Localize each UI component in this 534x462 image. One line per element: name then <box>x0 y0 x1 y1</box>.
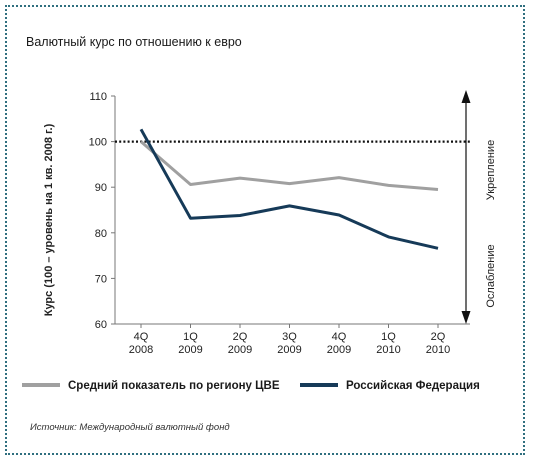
y-tick-label: 70 <box>95 273 107 285</box>
legend-label-0: Средний показатель по региону ЦВЕ <box>68 380 280 392</box>
x-tick-label: 4Q 2008 <box>129 331 153 356</box>
x-tick-label: 4Q 2009 <box>327 331 351 356</box>
y-tick-label: 80 <box>95 228 107 240</box>
legend-label-1: Российская Федерация <box>346 380 480 392</box>
series-line-1 <box>139 128 439 250</box>
y-axis: 60 70 80 90 100 110 <box>89 91 116 331</box>
x-tick-label: 2Q 2009 <box>228 331 252 356</box>
chart-frame <box>5 5 525 455</box>
source-note: Источник: Международный валютный фонд <box>30 422 230 433</box>
strength-arrow <box>461 90 471 324</box>
y-tick-label: 100 <box>89 137 107 149</box>
y-tick-label: 60 <box>95 319 107 331</box>
arrow-head-up <box>461 90 471 103</box>
legend: Средний показатель по региону ЦВЕ Российс… <box>22 380 480 392</box>
y-axis-label: Курс (100 – уровень на 1 кв. 2008 г.) <box>43 123 55 316</box>
x-tick-label: 3Q 2009 <box>277 331 301 356</box>
arrow-head-down <box>461 311 471 324</box>
y-tick-label: 110 <box>89 91 107 103</box>
series-line-0 <box>140 140 439 191</box>
weakening-label: Ослабление <box>485 244 497 307</box>
strengthening-label: Укрепление <box>485 140 497 200</box>
plot-area <box>115 128 470 250</box>
y-tick-label: 90 <box>95 182 107 194</box>
chart-title: Валютный курс по отношению к евро <box>26 35 242 49</box>
x-tick-label: 1Q 2010 <box>376 331 400 356</box>
x-tick-label: 1Q 2009 <box>178 331 202 356</box>
x-axis: 4Q 2008 1Q 2009 2Q 2009 3Q 2009 4Q 2009 1Q 2010 2Q 20… <box>115 323 470 356</box>
x-tick-label: 2Q 2010 <box>426 331 450 356</box>
